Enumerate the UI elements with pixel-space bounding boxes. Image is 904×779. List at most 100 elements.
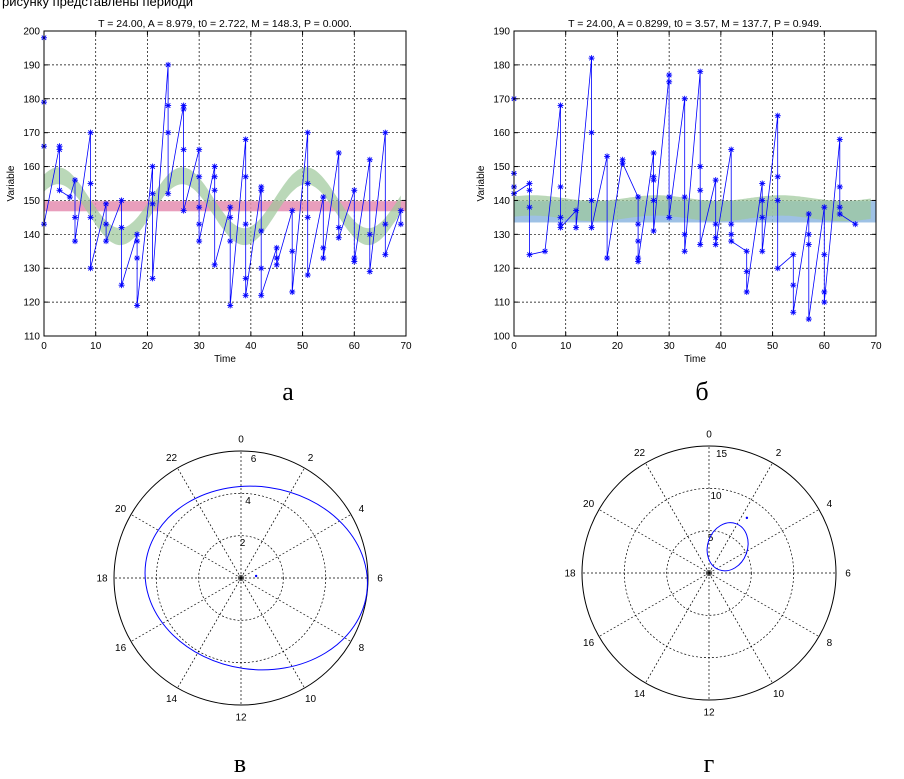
data-point bbox=[196, 173, 203, 180]
data-point-stroke bbox=[196, 174, 202, 180]
data-point-stroke bbox=[243, 292, 249, 298]
data-point-stroke bbox=[651, 150, 657, 156]
data-point bbox=[774, 265, 781, 272]
x-tick-label: 40 bbox=[715, 341, 727, 352]
data-point bbox=[180, 207, 187, 214]
data-point-stroke bbox=[150, 164, 156, 170]
data-point bbox=[743, 248, 750, 255]
data-point bbox=[728, 238, 735, 245]
data-point bbox=[382, 221, 389, 228]
data-point bbox=[805, 241, 812, 248]
hour-label: 4 bbox=[827, 499, 833, 510]
data-point-stroke bbox=[181, 147, 187, 153]
data-point-stroke bbox=[759, 197, 765, 203]
y-tick-label: 130 bbox=[493, 230, 510, 241]
data-point-stroke bbox=[697, 69, 703, 75]
data-point bbox=[681, 248, 688, 255]
data-point-stroke bbox=[806, 316, 812, 322]
data-point-stroke bbox=[165, 103, 171, 109]
x-axis-label: Time bbox=[214, 354, 236, 365]
data-point bbox=[697, 163, 704, 170]
mean-band bbox=[44, 201, 406, 212]
data-point bbox=[650, 150, 657, 156]
data-point-stroke bbox=[775, 113, 781, 119]
data-point bbox=[774, 197, 781, 204]
data-point bbox=[821, 288, 828, 295]
data-point bbox=[604, 255, 611, 262]
data-point bbox=[681, 95, 688, 102]
data-point-stroke bbox=[558, 214, 564, 220]
data-point bbox=[821, 204, 828, 211]
data-point-stroke bbox=[806, 211, 812, 217]
data-point-stroke bbox=[196, 204, 202, 210]
data-point-stroke bbox=[526, 204, 533, 210]
panel-caption: б bbox=[695, 377, 708, 406]
data-point-stroke bbox=[573, 208, 579, 214]
data-point bbox=[382, 251, 389, 258]
data-point-stroke bbox=[666, 194, 672, 200]
data-point-stroke bbox=[382, 130, 388, 136]
x-tick-label: 20 bbox=[142, 341, 154, 352]
chart-panel-b: 0 10 20 30 40 50 60 70 100 110 120 130 140 150 160 170 1… bbox=[476, 18, 882, 406]
data-point-stroke bbox=[759, 214, 765, 220]
data-point bbox=[242, 221, 249, 228]
data-point-stroke bbox=[72, 177, 78, 183]
data-point-stroke bbox=[320, 255, 326, 261]
data-point-stroke bbox=[542, 248, 548, 254]
data-point-stroke bbox=[589, 197, 595, 203]
data-point bbox=[227, 238, 234, 245]
data-point-stroke bbox=[134, 255, 140, 261]
data-point-stroke bbox=[88, 265, 94, 271]
data-point-stroke bbox=[72, 214, 78, 220]
data-point bbox=[242, 275, 249, 282]
y-tick-label: 140 bbox=[493, 196, 510, 207]
data-point bbox=[242, 292, 249, 299]
data-point-stroke bbox=[790, 282, 796, 288]
x-tick-label: 30 bbox=[194, 341, 206, 352]
data-point-stroke bbox=[88, 180, 94, 187]
data-point bbox=[557, 224, 564, 231]
data-point-stroke bbox=[620, 160, 626, 166]
data-point bbox=[526, 251, 533, 258]
data-point bbox=[72, 214, 79, 221]
data-point-stroke bbox=[103, 201, 109, 207]
data-point-stroke bbox=[165, 191, 171, 197]
plot-area bbox=[514, 31, 876, 336]
data-point bbox=[397, 207, 404, 214]
y-tick-label: 150 bbox=[493, 162, 510, 173]
polar-spoke bbox=[177, 467, 242, 579]
polar-spoke bbox=[130, 577, 242, 642]
data-point bbox=[87, 214, 94, 221]
y-tick-label: 150 bbox=[23, 196, 40, 207]
hour-label: 2 bbox=[308, 453, 314, 464]
data-point-stroke bbox=[212, 164, 218, 170]
data-point-stroke bbox=[134, 231, 140, 237]
data-point bbox=[165, 102, 172, 109]
data-point bbox=[149, 200, 156, 207]
data-point bbox=[712, 234, 719, 241]
fit-band bbox=[514, 195, 871, 222]
data-point bbox=[635, 238, 642, 245]
y-tick-label: 120 bbox=[23, 298, 40, 309]
data-point bbox=[118, 224, 125, 231]
data-point bbox=[227, 204, 234, 211]
data-point-stroke bbox=[837, 184, 843, 190]
data-point-stroke bbox=[258, 265, 264, 271]
data-point bbox=[542, 248, 549, 255]
y-tick-label: 110 bbox=[494, 298, 510, 309]
data-point bbox=[351, 258, 358, 265]
data-point-stroke bbox=[274, 255, 280, 261]
data-point-stroke bbox=[103, 238, 109, 244]
hour-label: 12 bbox=[235, 713, 247, 724]
polar-spoke bbox=[240, 577, 305, 689]
polar-spoke bbox=[598, 572, 710, 637]
x-tick-label: 0 bbox=[511, 341, 517, 352]
data-point-stroke bbox=[728, 221, 734, 227]
data-point bbox=[56, 187, 63, 194]
data-point bbox=[273, 244, 280, 251]
y-tick-label: 160 bbox=[493, 128, 510, 139]
data-point bbox=[165, 190, 172, 197]
data-point-stroke bbox=[258, 228, 264, 234]
data-point bbox=[320, 255, 327, 262]
